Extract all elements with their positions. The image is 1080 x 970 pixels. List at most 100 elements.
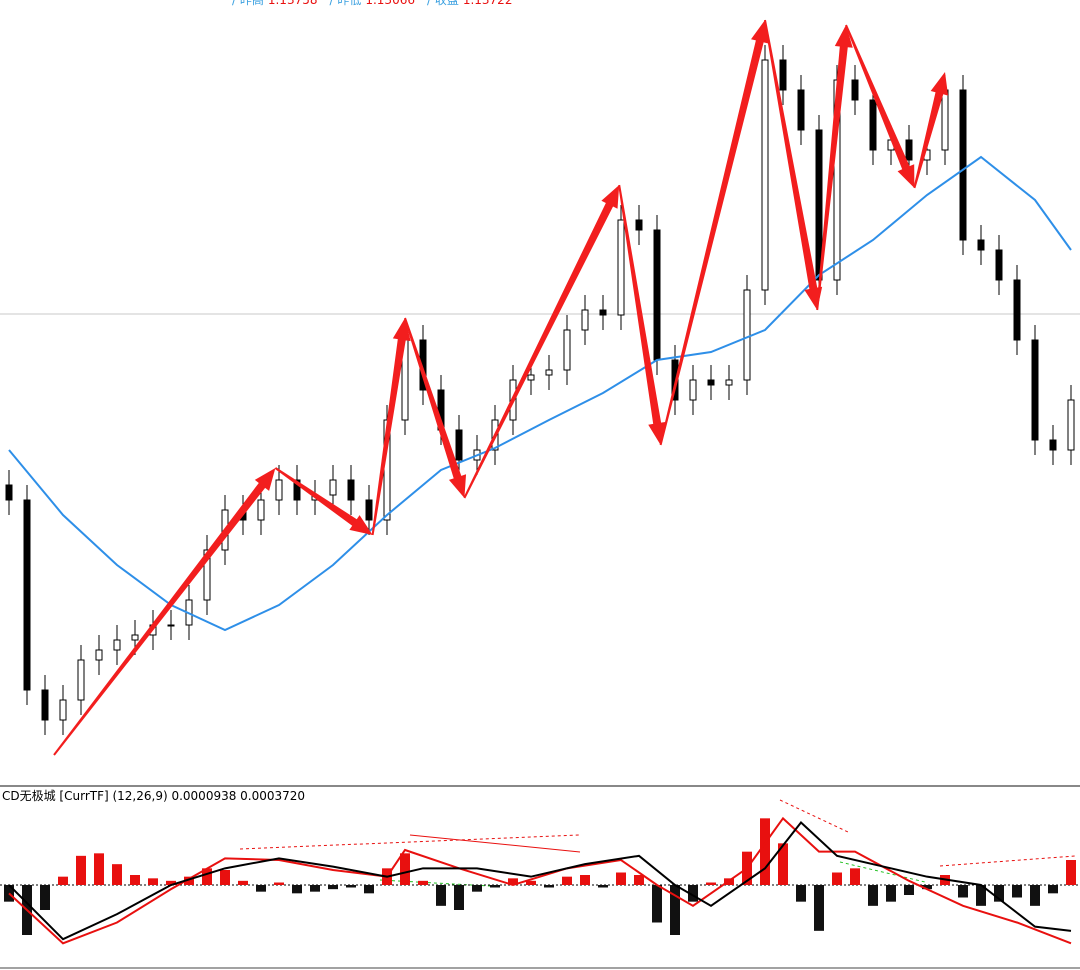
histogram-bar <box>310 885 320 892</box>
candle-body <box>167 624 175 627</box>
histogram-bar <box>292 885 302 894</box>
histogram-bar <box>328 885 338 890</box>
histogram-bar <box>274 882 284 885</box>
candle-body <box>203 549 211 601</box>
histogram-bar <box>112 864 122 885</box>
histogram-bar <box>490 885 500 888</box>
divergence-line <box>409 834 581 853</box>
candle-body <box>275 479 283 501</box>
zigzag-arrow <box>913 72 949 189</box>
zigzag-arrow <box>371 318 411 536</box>
divergence-line <box>239 834 581 850</box>
histogram-bar <box>76 855 86 885</box>
histogram-bar <box>454 885 464 910</box>
histogram-bar <box>634 875 644 885</box>
candle-body <box>941 89 949 151</box>
candle-body <box>5 484 13 501</box>
histogram-bar <box>418 880 428 885</box>
candle-body <box>365 499 373 521</box>
indicator-label: CD无极城 [CurrTF] (12,26,9) 0.0000938 0.000… <box>2 789 305 803</box>
histogram-bar <box>256 885 266 892</box>
candle-body <box>527 374 535 381</box>
candle-body <box>1049 439 1057 451</box>
histogram-bar <box>400 853 410 885</box>
histogram-bar <box>58 876 68 885</box>
candle-body <box>851 79 859 101</box>
zigzag-arrow <box>463 185 620 499</box>
zigzag-arrow <box>845 24 915 189</box>
histogram-bar <box>796 885 806 902</box>
candle-body <box>995 249 1003 281</box>
histogram-bar <box>850 868 860 885</box>
zigzag-arrow <box>53 468 276 756</box>
candle-body <box>689 379 697 401</box>
candle-body <box>41 689 49 721</box>
histogram-bar <box>364 885 374 894</box>
histogram-bar <box>760 818 770 885</box>
divergence-line <box>839 861 926 883</box>
candle-body <box>293 479 301 501</box>
candle-body <box>977 239 985 251</box>
candle-body <box>59 699 67 721</box>
candle-body <box>779 59 787 91</box>
histogram-bar <box>94 853 104 885</box>
candle-body <box>707 379 715 386</box>
histogram-bar <box>922 885 932 890</box>
histogram-bar <box>886 885 896 902</box>
header-label: / 昨低 <box>329 0 361 7</box>
candle-body <box>869 99 877 151</box>
candle-body <box>1067 399 1075 451</box>
candle-body <box>113 639 121 651</box>
header-label: / 昨高 <box>232 0 264 7</box>
zigzag-arrow <box>659 20 769 446</box>
histogram-bar <box>544 885 554 888</box>
candle-body <box>77 659 85 701</box>
histogram-bar <box>148 878 158 885</box>
histogram-bar <box>652 885 662 923</box>
candle-body <box>635 219 643 231</box>
histogram-bar <box>976 885 986 906</box>
histogram-bar <box>130 875 140 885</box>
histogram-bar <box>670 885 680 935</box>
histogram-bar <box>1048 885 1058 894</box>
histogram-bar <box>202 868 212 885</box>
candle-body <box>761 59 769 291</box>
zigzag-arrow <box>274 467 373 535</box>
histogram-bar <box>238 880 248 885</box>
divergence-line <box>379 879 491 887</box>
candle-body <box>905 139 913 161</box>
histogram-bar <box>778 843 788 885</box>
histogram-bar <box>616 872 626 885</box>
histogram-bar <box>508 878 518 885</box>
candle-body <box>95 649 103 661</box>
histogram-bar <box>688 885 698 902</box>
divergence-line <box>779 799 849 833</box>
candle-body <box>581 309 589 331</box>
zigzag-arrow <box>404 317 467 498</box>
zigzag-arrow <box>618 184 667 445</box>
candle-body <box>329 479 337 496</box>
candle-body <box>545 369 553 376</box>
candle-body <box>23 499 31 691</box>
histogram-bar <box>436 885 446 906</box>
candle-body <box>257 499 265 521</box>
histogram-bar <box>346 885 356 888</box>
candle-body <box>131 634 139 641</box>
histogram-bar <box>220 870 230 885</box>
histogram-bar <box>832 872 842 885</box>
candle-body <box>347 479 355 501</box>
histogram-bar <box>40 885 50 910</box>
candle-body <box>455 429 463 461</box>
candle-body <box>563 329 571 371</box>
histogram-bar <box>994 885 1004 902</box>
candle-body <box>725 379 733 386</box>
histogram-bar <box>706 882 716 885</box>
macd-line <box>8 821 1072 941</box>
histogram-bar <box>1012 885 1022 898</box>
candle-body <box>1013 279 1021 341</box>
candle-body <box>797 89 805 131</box>
histogram-bar <box>814 885 824 931</box>
zigzag-arrow <box>816 25 853 311</box>
histogram-bar <box>472 885 482 892</box>
